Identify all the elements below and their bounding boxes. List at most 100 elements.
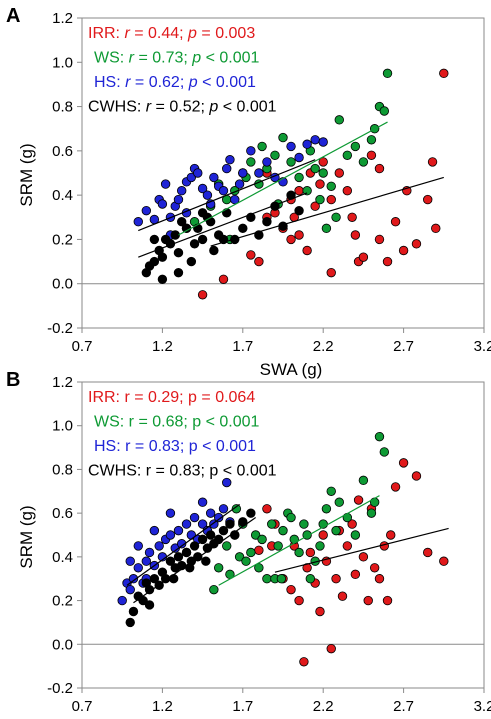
x-tick-label: 2.2 [313,338,334,355]
data-point-hs [213,512,224,523]
data-point-irr [286,234,296,245]
x-tick-label: 1.2 [152,338,173,355]
data-point-irr [315,606,325,617]
data-point-hs [222,477,232,488]
data-point-irr [305,547,316,558]
data-point-irr [358,552,369,562]
panel-label: B [6,369,20,391]
data-point-irr [423,194,433,205]
stat-p-text: < 0.001 [218,99,276,116]
data-point-cwhs [181,547,192,558]
data-point-cwhs [197,234,208,245]
data-point-hs [176,186,187,196]
fit-line-cwhs [138,192,308,258]
data-point-irr [286,584,296,595]
data-point-cwhs [193,223,203,234]
data-point-hs [189,512,200,523]
series-ws [209,431,390,595]
data-point-hs [286,141,296,152]
data-point-irr [427,157,438,167]
fit-line-irr [210,176,444,247]
data-point-ws [209,584,219,595]
stat-annotation-ws: WS: r = 0.68; p < 0.001 [94,414,260,431]
stat-annotation-ws: WS: r = 0.73; p < 0.001 [94,50,260,67]
stat-p-sym: p [192,414,201,431]
data-point-cwhs [144,600,155,610]
series-irr [197,68,449,300]
data-point-irr [294,595,304,606]
stat-r-text: = 0.44; [130,25,188,42]
data-point-hs [144,547,155,558]
data-point-ws [257,141,267,152]
data-point-irr [218,274,229,284]
series-irr [254,458,449,667]
data-point-hs [125,584,135,595]
y-tick-label: 0.8 [52,99,73,116]
y-tick-label: 1.2 [52,374,73,391]
data-point-irr [326,643,336,654]
data-point-irr [358,252,369,262]
data-point-hs [197,183,208,194]
data-point-ws [334,497,344,507]
data-point-ws [273,541,283,551]
data-point-irr [382,256,393,267]
data-point-hs [222,163,232,174]
data-point-cwhs [173,267,184,278]
data-point-cwhs [176,217,187,227]
data-point-hs [160,179,171,189]
data-point-irr [439,556,449,566]
stat-p-text: = 0.064 [197,389,255,406]
data-point-cwhs [246,508,256,518]
data-point-irr [315,179,325,189]
data-point-hs [246,146,256,156]
data-point-ws [231,504,242,514]
data-point-cwhs [262,217,272,227]
y-tick-label: 0.4 [52,187,73,204]
data-point-cwhs [205,530,216,540]
data-point-irr [350,230,361,240]
data-point-ws [250,530,261,540]
data-point-cwhs [209,245,219,256]
data-point-cwhs [125,617,135,628]
x-tick-label: 0.7 [72,698,93,715]
data-point-ws [358,157,369,167]
stat-annotation-cwhs: CWHS: r = 0.52; p < 0.001 [88,99,277,116]
data-point-irr [386,530,396,540]
data-point-ws [379,447,390,457]
stat-r-text: = 0.29; [130,389,188,406]
stat-label: WS: [94,414,129,431]
stat-p-sym: p [209,463,218,480]
data-point-ws [234,552,245,562]
data-point-ws [315,541,325,551]
data-point-cwhs [149,256,160,267]
data-point-irr [411,239,422,249]
fit-line-hs [126,503,240,586]
stat-r-sym: r [125,74,131,91]
data-point-hs [234,179,245,189]
data-point-hs [117,595,127,606]
data-point-irr [431,223,441,234]
data-point-hs [173,525,184,536]
data-point-hs [254,168,264,178]
data-point-irr [363,595,373,606]
data-point-cwhs [173,248,184,258]
data-point-ws [305,574,316,584]
data-point-cwhs [128,606,139,617]
stat-p-text: < 0.001 [218,463,276,480]
data-point-hs [218,504,229,514]
data-point-irr [197,290,208,300]
stat-r-text: = 0.83; [151,463,209,480]
stat-r-text: = 0.68; [134,414,192,431]
data-point-irr [398,245,409,256]
data-point-irr [310,201,320,211]
data-point-hs [294,152,304,163]
data-point-hs [230,194,240,205]
y-tick-label: 0.8 [52,461,73,478]
data-point-hs [133,563,143,573]
data-point-irr [342,186,353,196]
data-point-cwhs [157,274,168,284]
y-axis-title: SRM (g) [17,143,36,206]
x-tick-label: 1.2 [152,698,173,715]
data-point-cwhs [170,230,180,240]
y-tick-label: 1.0 [52,418,73,435]
